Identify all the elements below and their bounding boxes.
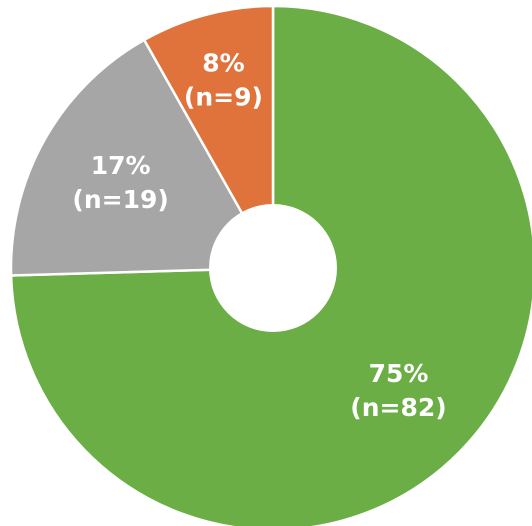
slice-75pct [9, 4, 532, 526]
donut-hole [209, 204, 337, 332]
chart-labels: 75% (n=82) 17% (n=19) 8% (n=9) [72, 48, 446, 422]
slice-17pct [9, 38, 276, 277]
slice-percent-label: 75% [369, 359, 429, 388]
slice-count-label: (n=9) [184, 82, 263, 111]
slice-8pct [142, 4, 275, 273]
slice-count-label: (n=82) [350, 393, 446, 422]
slice-count-label: (n=19) [72, 185, 168, 214]
slice-percent-label: 8% [202, 48, 244, 77]
chart-slices [9, 4, 532, 526]
slice-percent-label: 17% [91, 151, 151, 180]
